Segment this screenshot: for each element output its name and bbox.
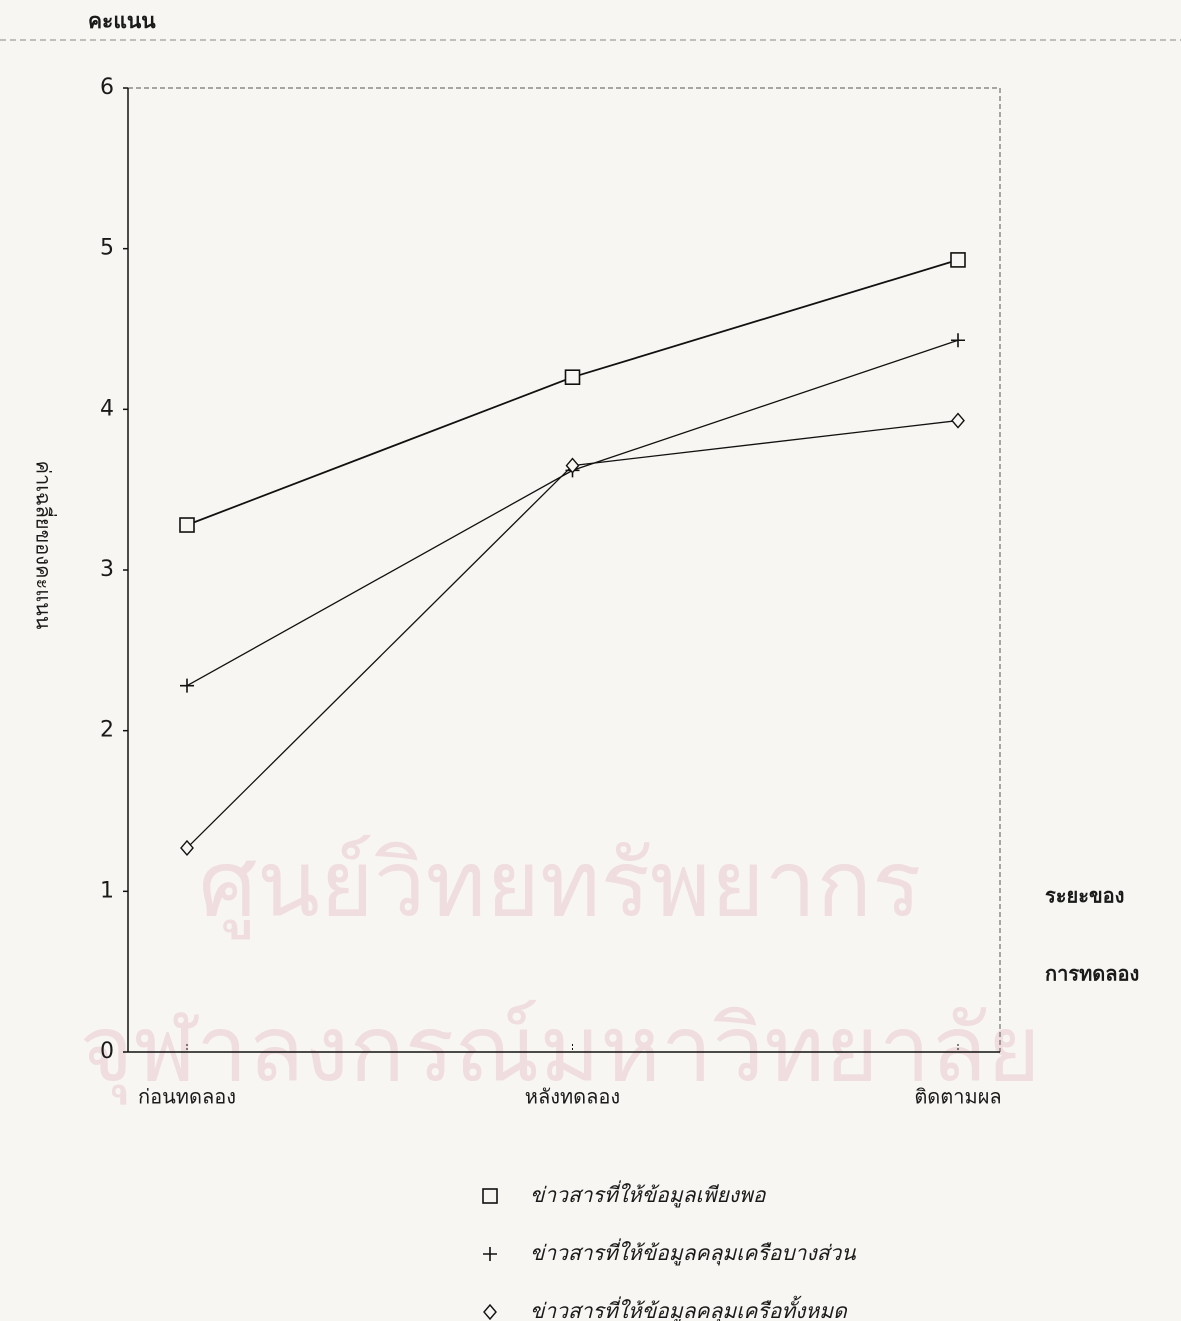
y-tick-label: 4 bbox=[100, 396, 114, 421]
y-tick-label: 3 bbox=[100, 557, 114, 582]
x-tick-label: ติดตามผล bbox=[914, 1085, 1001, 1109]
watermark: จุฬาลงกรณ์มหาวิทยาลัย bbox=[79, 995, 1040, 1105]
legend-marker bbox=[483, 1247, 497, 1261]
y-tick-label: 2 bbox=[100, 718, 114, 743]
series-line bbox=[186, 419, 959, 849]
y-tick-label: 1 bbox=[100, 878, 114, 903]
watermark: ศูนย์วิทยทรัพยากร bbox=[199, 830, 922, 939]
legend-marker bbox=[483, 1303, 497, 1321]
unit-label: คะแนน bbox=[88, 9, 156, 33]
marker-square bbox=[950, 252, 966, 268]
marker-square bbox=[179, 517, 195, 533]
marker-diamond bbox=[565, 457, 580, 474]
marker-plus bbox=[951, 333, 965, 348]
legend-text: ข่าวสารที่ให้ข้อมูลคลุมเครือทั้งหมด bbox=[530, 1295, 848, 1321]
series-line bbox=[186, 259, 959, 526]
x-tick-label: หลังทดลอง bbox=[525, 1085, 620, 1109]
marker-square bbox=[564, 369, 581, 386]
x-tick-label: ก่อนทดลอง bbox=[138, 1085, 236, 1109]
x-axis-label: การทดลอง bbox=[1045, 962, 1139, 986]
legend-text: ข่าวสารที่ให้ข้อมูลคลุมเครือบางส่วน bbox=[530, 1238, 856, 1266]
y-tick-label: 6 bbox=[100, 75, 114, 100]
x-axis-label: ระยะของ bbox=[1045, 884, 1124, 908]
legend-text: ข่าวสารที่ให้ข้อมูลเพียงพอ bbox=[530, 1180, 767, 1208]
series-line bbox=[186, 339, 959, 687]
legend-marker bbox=[482, 1188, 498, 1204]
marker-diamond bbox=[180, 839, 194, 857]
y-tick-label: 0 bbox=[100, 1039, 114, 1064]
y-axis-label: ค่าเฉลี่ยของคะแนน bbox=[32, 461, 58, 630]
y-tick-label: 5 bbox=[100, 236, 114, 261]
marker-diamond bbox=[951, 412, 965, 429]
marker-plus bbox=[180, 678, 194, 693]
